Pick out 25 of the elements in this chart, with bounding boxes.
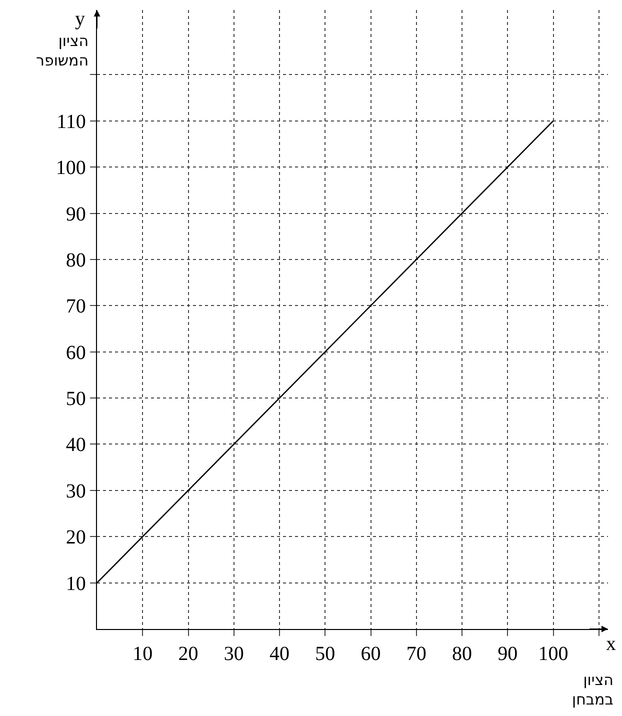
y-tick-label: 10 bbox=[66, 572, 86, 595]
x-tick-label: 10 bbox=[132, 643, 153, 666]
y-tick-label: 110 bbox=[56, 110, 86, 133]
y-tick-label: 40 bbox=[66, 434, 86, 456]
text: הציון במבחן bbox=[572, 671, 614, 708]
x-tick-label: 30 bbox=[224, 643, 244, 666]
x-tick-label: 60 bbox=[360, 643, 381, 666]
y-tick-label: 80 bbox=[66, 249, 86, 272]
y-tick-label: 20 bbox=[66, 526, 86, 549]
y-tick-label: 100 bbox=[56, 157, 86, 180]
x-tick-label: 70 bbox=[406, 643, 426, 666]
y-tick-label: 60 bbox=[66, 342, 86, 364]
x-axis-title: x bbox=[606, 633, 616, 655]
x-tick-label: 90 bbox=[498, 643, 518, 666]
x-tick-label: 20 bbox=[178, 643, 198, 666]
x-tick-label: 80 bbox=[452, 643, 472, 666]
x-tick-label: 50 bbox=[315, 643, 336, 666]
x-tick-label: 40 bbox=[270, 643, 290, 666]
x-tick-label: 100 bbox=[538, 643, 568, 666]
y-tick-label: 90 bbox=[66, 203, 86, 226]
y-tick-label: 30 bbox=[66, 480, 86, 502]
y-tick-label: 50 bbox=[66, 388, 86, 410]
y-axis-title: y bbox=[75, 8, 85, 30]
y-tick-label: 70 bbox=[66, 296, 86, 318]
text: הציון המשופר bbox=[36, 32, 89, 70]
